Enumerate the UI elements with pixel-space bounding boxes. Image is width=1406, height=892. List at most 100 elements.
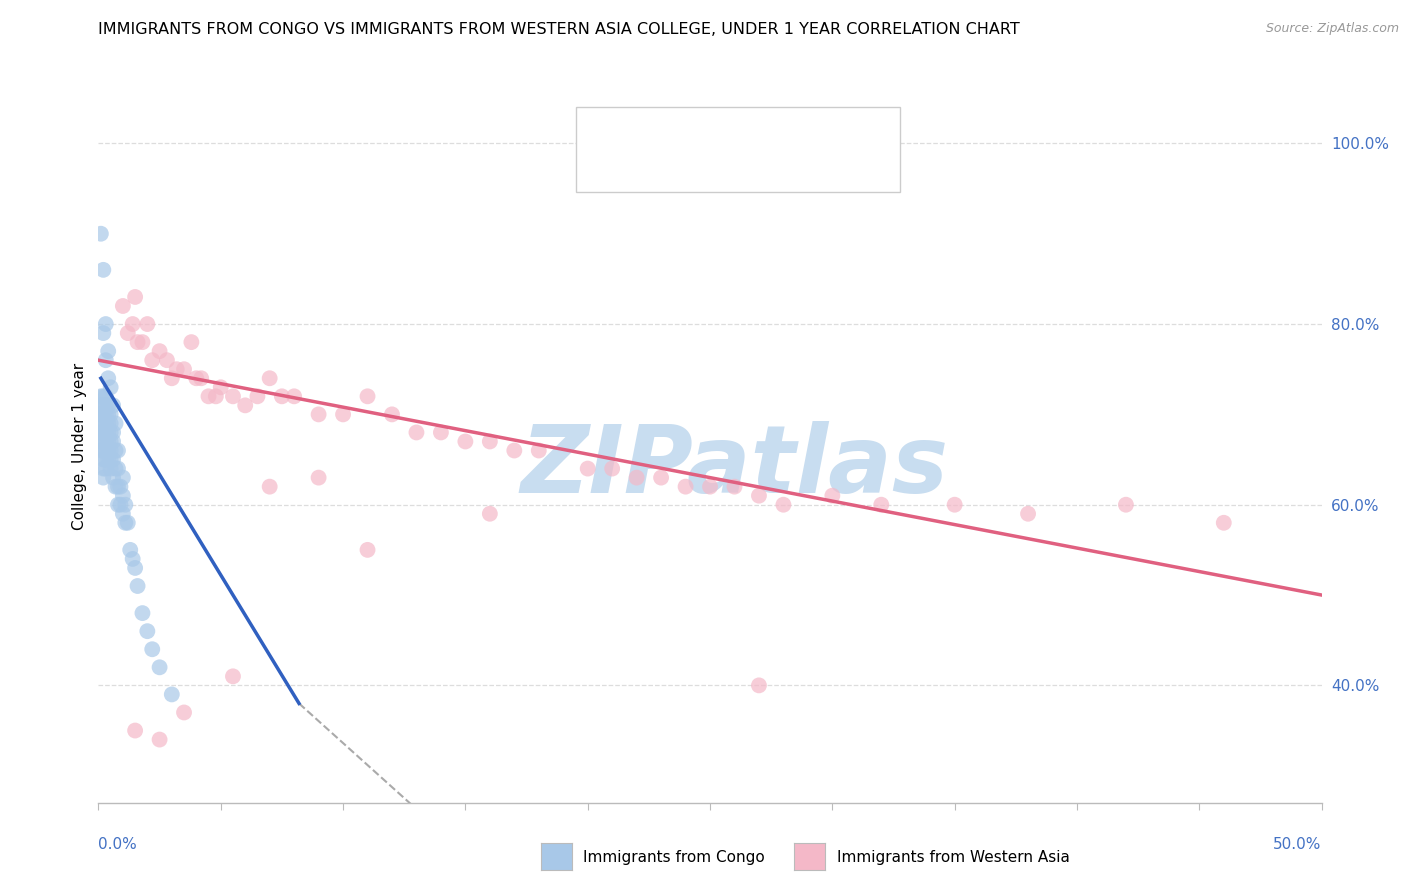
Point [190, 371, 212, 385]
Point [94, 417, 117, 431]
Point [131, 606, 153, 620]
Point [90, 398, 112, 412]
Point [94, 443, 117, 458]
Point [94, 434, 117, 449]
Point [110, 498, 132, 512]
Point [104, 461, 127, 475]
Point [503, 443, 526, 458]
Point [205, 389, 228, 403]
Text: Immigrants from Congo: Immigrants from Congo [583, 850, 765, 864]
Point [308, 408, 330, 422]
Point [101, 398, 124, 412]
Point [600, 461, 623, 475]
Point [101, 470, 124, 484]
Point [772, 498, 794, 512]
Point [356, 542, 378, 557]
Point [100, 452, 122, 467]
Point [870, 498, 893, 512]
Point [222, 669, 245, 683]
Point [97, 452, 120, 467]
Point [111, 489, 134, 503]
Point [114, 498, 136, 512]
Text: N =: N = [738, 124, 789, 138]
Point [90, 408, 112, 422]
Text: R =: R = [637, 158, 672, 172]
Text: 80: 80 [789, 124, 811, 138]
Point [91, 470, 114, 484]
Text: -0.361: -0.361 [676, 158, 734, 172]
Point [111, 470, 134, 484]
Point [121, 552, 143, 566]
Point [156, 353, 179, 368]
Text: R =: R = [637, 124, 672, 138]
Point [166, 362, 188, 376]
Point [748, 489, 770, 503]
Point [94, 461, 117, 475]
Point [97, 344, 120, 359]
Point [124, 290, 146, 304]
Point [149, 344, 172, 359]
Point [454, 434, 477, 449]
Point [149, 660, 172, 674]
Point [111, 507, 134, 521]
Point [107, 461, 129, 475]
Point [110, 480, 132, 494]
Point [91, 452, 114, 467]
Point [91, 434, 114, 449]
Point [748, 678, 770, 692]
Point [141, 642, 163, 657]
Point [100, 380, 122, 394]
Text: 50.0%: 50.0% [1274, 837, 1322, 852]
Point [97, 417, 120, 431]
Point [91, 443, 114, 458]
Text: -0.218: -0.218 [676, 124, 734, 138]
Point [100, 434, 122, 449]
Point [90, 425, 112, 440]
Point [94, 317, 117, 331]
Point [117, 516, 139, 530]
Point [97, 408, 120, 422]
Point [114, 516, 136, 530]
Point [104, 443, 127, 458]
Point [94, 389, 117, 403]
Point [111, 299, 134, 313]
Point [94, 452, 117, 467]
Point [160, 687, 183, 701]
Point [149, 732, 172, 747]
Text: ZIPatlas: ZIPatlas [520, 421, 949, 514]
Point [97, 443, 120, 458]
Point [100, 417, 122, 431]
Point [100, 425, 122, 440]
Text: N =: N = [738, 158, 789, 172]
Point [131, 335, 153, 350]
Point [97, 371, 120, 385]
Point [107, 443, 129, 458]
Point [90, 443, 112, 458]
Point [127, 579, 149, 593]
Point [91, 263, 114, 277]
Point [97, 398, 120, 412]
Point [91, 425, 114, 440]
Point [120, 542, 142, 557]
Point [90, 389, 112, 403]
Point [626, 470, 648, 484]
Point [90, 417, 112, 431]
Point [332, 408, 354, 422]
Point [91, 326, 114, 340]
Point [94, 408, 117, 422]
Point [943, 498, 966, 512]
Point [381, 408, 404, 422]
Text: Source: ZipAtlas.com: Source: ZipAtlas.com [1265, 22, 1399, 36]
Point [246, 389, 269, 403]
Point [90, 434, 112, 449]
Text: Immigrants from Western Asia: Immigrants from Western Asia [837, 850, 1070, 864]
Point [356, 389, 378, 403]
Point [136, 624, 159, 639]
Point [91, 389, 114, 403]
Point [101, 434, 124, 449]
Point [97, 434, 120, 449]
Point [259, 480, 281, 494]
Point [94, 353, 117, 368]
Text: IMMIGRANTS FROM CONGO VS IMMIGRANTS FROM WESTERN ASIA COLLEGE, UNDER 1 YEAR CORR: IMMIGRANTS FROM CONGO VS IMMIGRANTS FROM… [98, 22, 1021, 37]
Point [1017, 507, 1039, 521]
